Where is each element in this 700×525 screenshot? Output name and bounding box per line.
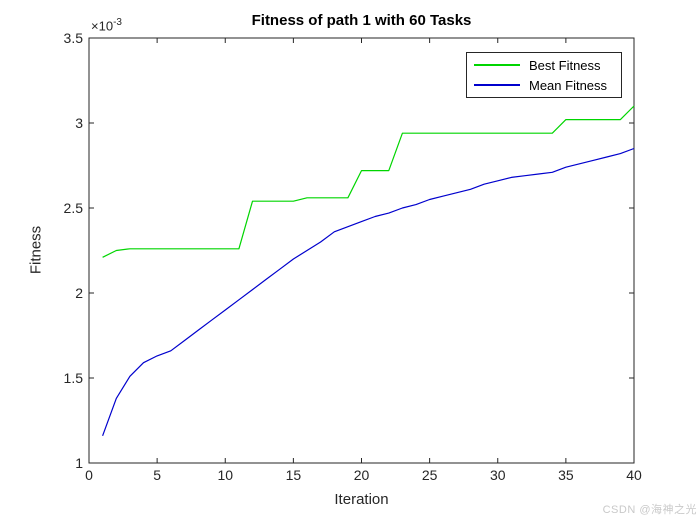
legend: Best Fitness Mean Fitness [466,52,622,98]
x-tick-label: 20 [353,467,370,483]
y-exponent-base: ×10 [91,18,114,34]
mean-fitness-line [102,147,635,437]
x-tick-label: 15 [285,467,302,483]
y-axis-label: Fitness [27,225,45,275]
legend-line-sample-green [474,64,520,66]
x-axis-label: Iteration [334,491,389,508]
x-tick-label: 35 [558,467,574,483]
y-tick-label: 1.5 [63,370,83,386]
chart-title: Fitness of path 1 with 60 Tasks [251,12,472,29]
y-exponent-power: -3 [113,17,122,28]
x-tick-label: 25 [421,467,438,483]
x-tick-label: 0 [85,467,93,483]
x-tick-label: 10 [217,467,234,483]
axes-frame [88,37,635,464]
y-tick-label: 2 [75,285,83,301]
y-tick-label: 3 [75,115,83,131]
legend-entry-mean-fitness: Mean Fitness [467,75,621,95]
y-tick-label: 2.5 [63,200,83,216]
legend-label: Best Fitness [529,57,601,73]
x-tick-label: 5 [153,467,162,483]
best-fitness-line [102,105,635,258]
legend-line-sample-blue [474,84,520,86]
watermark: CSDN @海神之光 [602,504,697,516]
legend-label: Mean Fitness [529,77,608,93]
y-tick-label: 3.5 [63,30,83,46]
x-tick-label: 40 [626,467,642,483]
y-tick-label: 1 [75,455,83,471]
legend-entry-best-fitness: Best Fitness [467,55,621,75]
x-tick-label: 30 [489,467,506,483]
y-axis-exponent: ×10-3 [91,17,122,33]
